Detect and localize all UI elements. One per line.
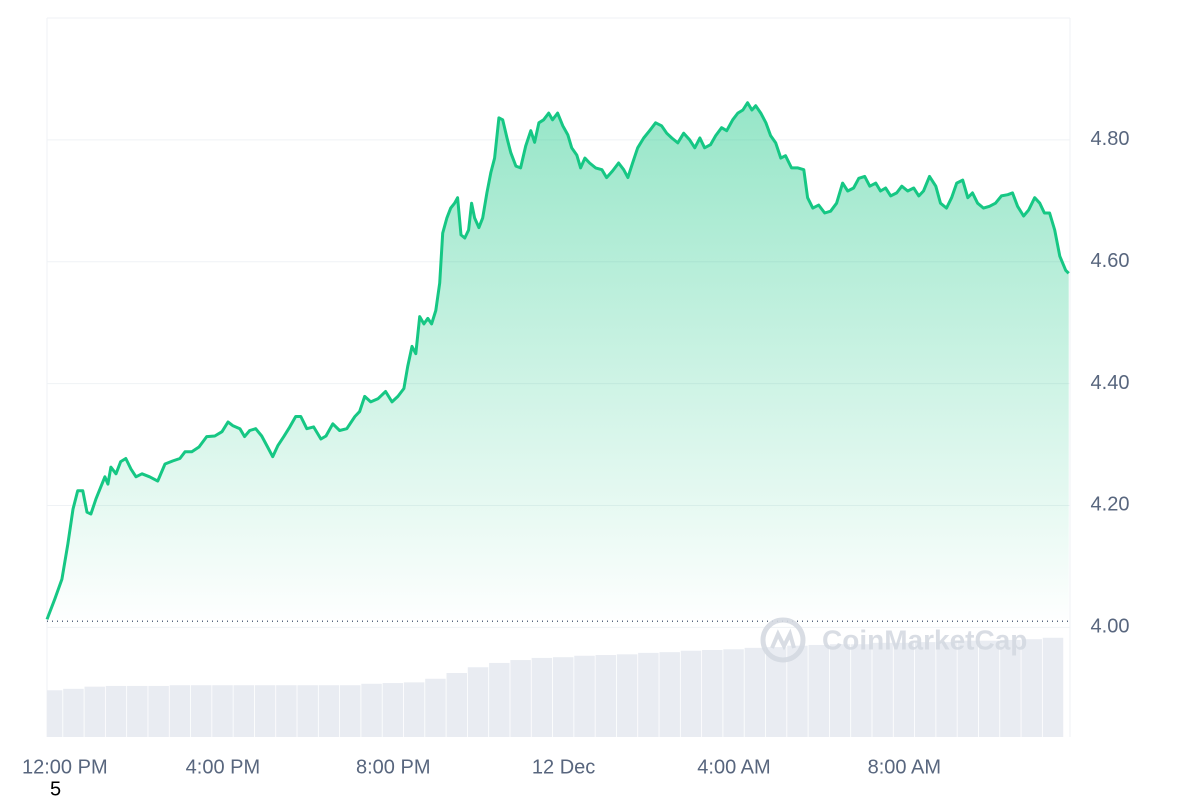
volume-bar	[1042, 637, 1064, 737]
x-tick-label: 8:00 PM	[356, 756, 430, 778]
volume-bar	[1000, 639, 1021, 737]
volume-bar	[489, 662, 510, 737]
volume-bar	[361, 683, 382, 737]
volume-bar	[403, 682, 425, 737]
volume-bar	[552, 657, 574, 737]
volume-bar	[936, 642, 957, 737]
volume-bar	[212, 685, 233, 737]
volume-bar	[318, 685, 340, 737]
y-tick-label: 4.40	[1091, 372, 1130, 394]
x-tick-label: 12 Dec	[532, 756, 595, 778]
price-area	[47, 102, 1069, 628]
volume-bar	[765, 647, 787, 737]
volume-bar	[744, 647, 766, 737]
volume-bar	[957, 640, 979, 737]
volume-bar	[702, 650, 723, 737]
volume-bar	[510, 660, 531, 737]
volume-bar	[467, 667, 489, 737]
x-tick-label: 12:00 PM	[22, 756, 108, 778]
volume-bar	[1021, 639, 1042, 737]
volume-bar	[105, 685, 127, 737]
volume-bar	[659, 652, 680, 737]
volume-bar	[446, 673, 467, 737]
x-tick-label: 4:00 AM	[697, 756, 770, 778]
volume-bar	[127, 685, 148, 737]
volume-bar	[616, 654, 638, 737]
volume-bar	[297, 685, 318, 737]
volume-bar	[893, 642, 915, 737]
volume-bar	[680, 650, 702, 737]
volume-bar	[829, 644, 851, 737]
volume-bar	[723, 649, 744, 737]
watermark-text: CoinMarketCap	[822, 624, 1027, 655]
volume-bar	[169, 685, 191, 737]
volume-bar	[872, 642, 893, 737]
price-layer	[45, 101, 1070, 628]
y-tick-label: 4.20	[1091, 494, 1130, 516]
volume-bar	[574, 655, 595, 737]
x-tick-label: 4:00 PM	[186, 756, 260, 778]
volume-bar	[47, 690, 63, 737]
volume-bar	[233, 685, 255, 737]
y-tick-label: 4.00	[1091, 616, 1130, 638]
price-line	[45, 101, 1070, 620]
volume-bar	[595, 655, 617, 737]
volume-bar	[851, 644, 872, 737]
y-tick-label: 4.80	[1091, 128, 1130, 150]
volume-bar	[382, 683, 404, 737]
y-tick-label: 4.60	[1091, 250, 1130, 272]
volume-bar	[808, 644, 829, 737]
volume-bar	[148, 685, 169, 737]
volume-bar	[914, 642, 936, 737]
volume-bar	[340, 685, 361, 737]
volume-bar	[787, 645, 808, 737]
footnote: 5	[50, 778, 61, 800]
volume-bar	[254, 685, 276, 737]
volume-bar	[978, 640, 1000, 737]
volume-bar	[638, 652, 659, 737]
volume-bar	[84, 686, 105, 737]
volume-bar	[531, 657, 553, 737]
volume-bar	[63, 688, 84, 737]
volume-bar	[276, 685, 297, 737]
watermark: CoinMarketCap	[760, 617, 1027, 663]
x-tick-label: 8:00 AM	[868, 756, 941, 778]
volume-bar	[425, 678, 446, 737]
volume-bar	[190, 685, 212, 737]
volume-layer	[47, 637, 1064, 737]
